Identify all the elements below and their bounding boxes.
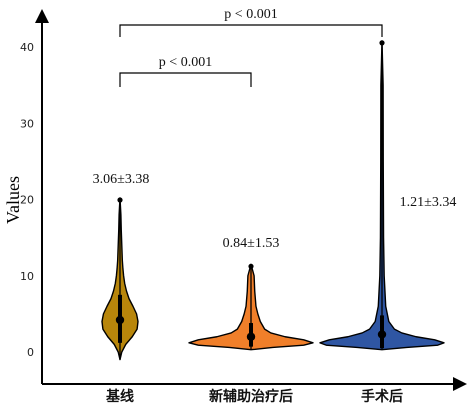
y-tick-label: 30 (20, 117, 34, 130)
violin-max-point (379, 40, 385, 46)
y-ticks: 0 10 20 30 40 (20, 41, 34, 359)
group-annotation: 1.21±3.34 (400, 195, 457, 210)
y-tick-label: 20 (20, 194, 34, 207)
x-category-label: 新辅助治疗后 (209, 388, 293, 405)
significance-brackets: p < 0.001 p < 0.001 (119, 7, 383, 87)
violin-max-point (117, 197, 123, 203)
y-axis-label: Values (3, 176, 23, 224)
y-tick-label: 40 (20, 41, 34, 54)
y-tick-label: 0 (27, 346, 34, 359)
significance-bracket (119, 72, 252, 87)
violin-median-point (115, 315, 125, 325)
violin-max-point (248, 263, 254, 269)
y-tick-label: 10 (20, 270, 34, 283)
violins (101, 40, 445, 361)
significance-label: p < 0.001 (224, 7, 277, 22)
group-annotations: 3.06±3.38 0.84±1.53 1.21±3.34 (93, 172, 457, 251)
significance-bracket (119, 24, 383, 37)
x-category-label: 手术后 (361, 388, 403, 405)
significance-label: p < 0.001 (159, 55, 212, 70)
violin-median-point (377, 330, 387, 339)
x-category-labels: 基线 新辅助治疗后 手术后 (106, 388, 403, 405)
x-category-label: 基线 (106, 388, 134, 405)
violin-median-point (246, 332, 256, 341)
group-annotation: 3.06±3.38 (93, 172, 150, 187)
group-annotation: 0.84±1.53 (223, 236, 280, 251)
